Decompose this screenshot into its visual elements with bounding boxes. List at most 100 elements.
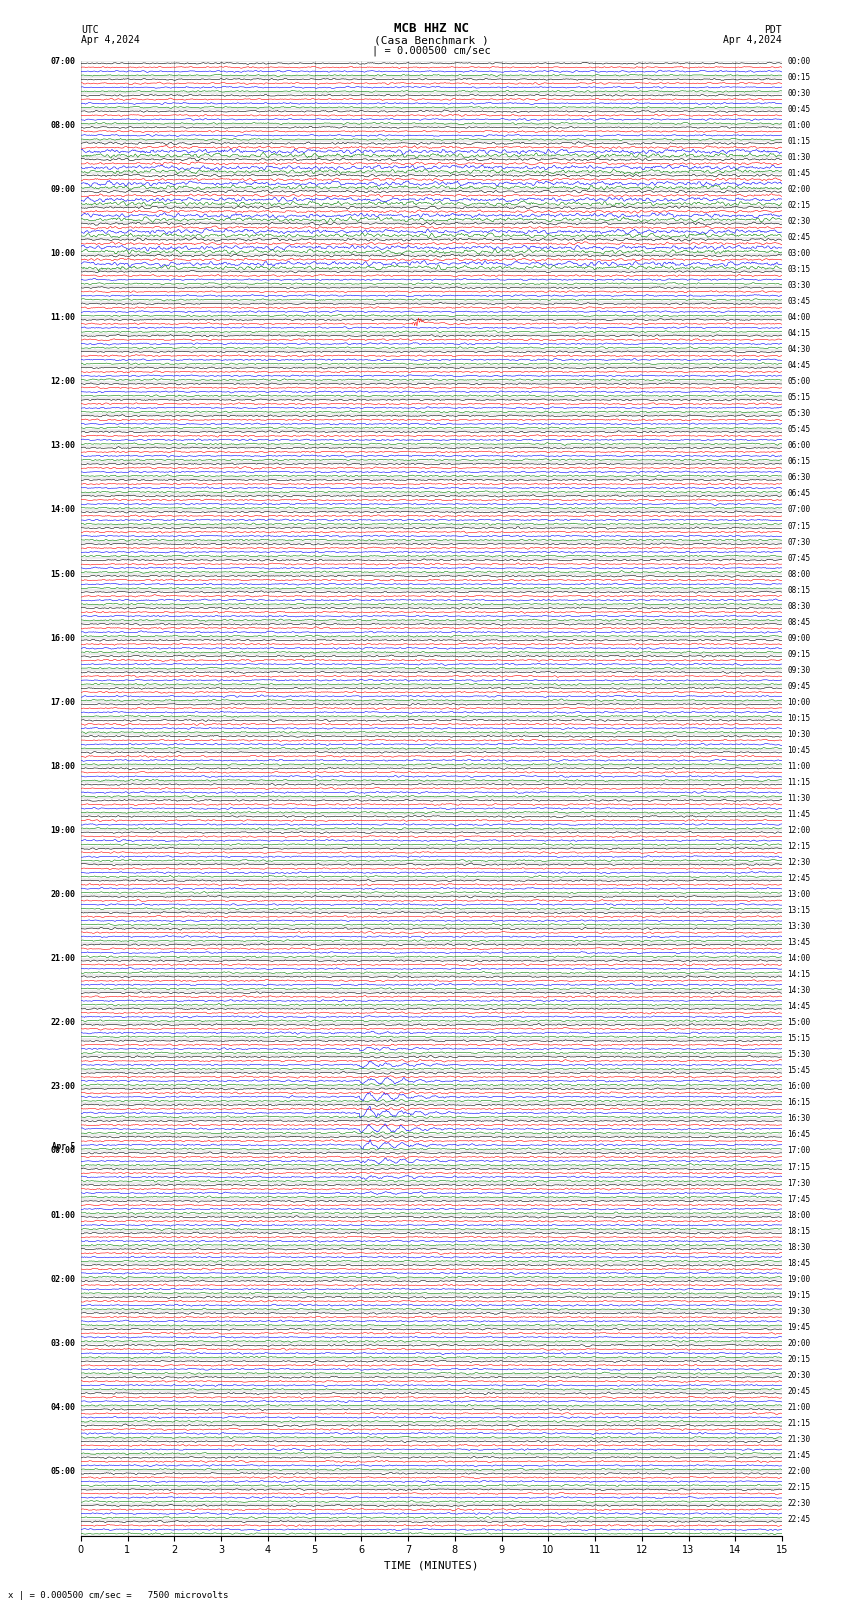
Text: x | = 0.000500 cm/sec =   7500 microvolts: x | = 0.000500 cm/sec = 7500 microvolts (8, 1590, 229, 1600)
Text: 14:45: 14:45 (788, 1002, 811, 1011)
Text: 02:00: 02:00 (788, 185, 811, 194)
Text: 06:45: 06:45 (788, 489, 811, 498)
Text: Apr 4,2024: Apr 4,2024 (81, 35, 139, 45)
Text: 01:30: 01:30 (788, 153, 811, 161)
Text: | = 0.000500 cm/sec: | = 0.000500 cm/sec (372, 45, 490, 56)
Text: 14:00: 14:00 (788, 955, 811, 963)
Text: 20:30: 20:30 (788, 1371, 811, 1379)
Text: 10:00: 10:00 (50, 248, 75, 258)
Text: 02:30: 02:30 (788, 218, 811, 226)
Text: 06:00: 06:00 (788, 442, 811, 450)
Text: 06:15: 06:15 (788, 458, 811, 466)
Text: 11:00: 11:00 (50, 313, 75, 323)
Text: 14:15: 14:15 (788, 969, 811, 979)
Text: 05:00: 05:00 (788, 377, 811, 386)
Text: 12:00: 12:00 (50, 377, 75, 386)
Text: 19:00: 19:00 (50, 826, 75, 836)
Text: 21:30: 21:30 (788, 1436, 811, 1444)
Text: 01:45: 01:45 (788, 169, 811, 177)
Text: 18:30: 18:30 (788, 1242, 811, 1252)
Text: 17:30: 17:30 (788, 1179, 811, 1187)
Text: 23:00: 23:00 (50, 1082, 75, 1092)
Text: 15:30: 15:30 (788, 1050, 811, 1060)
Text: 16:15: 16:15 (788, 1098, 811, 1108)
Text: 16:45: 16:45 (788, 1131, 811, 1139)
Text: 13:30: 13:30 (788, 923, 811, 931)
Text: 00:00: 00:00 (50, 1147, 75, 1155)
Text: 21:15: 21:15 (788, 1419, 811, 1428)
Text: 08:00: 08:00 (788, 569, 811, 579)
Text: 03:00: 03:00 (50, 1339, 75, 1348)
Text: Apr 4,2024: Apr 4,2024 (723, 35, 782, 45)
Text: Apr 5: Apr 5 (52, 1142, 75, 1152)
Text: 14:30: 14:30 (788, 986, 811, 995)
Text: 01:00: 01:00 (788, 121, 811, 131)
Text: 07:30: 07:30 (788, 537, 811, 547)
Text: 22:00: 22:00 (788, 1466, 811, 1476)
Text: 05:15: 05:15 (788, 394, 811, 402)
Text: 04:30: 04:30 (788, 345, 811, 355)
Text: 19:00: 19:00 (788, 1274, 811, 1284)
Text: 12:30: 12:30 (788, 858, 811, 868)
Text: 15:00: 15:00 (788, 1018, 811, 1027)
Text: 02:15: 02:15 (788, 202, 811, 210)
Text: 01:00: 01:00 (50, 1211, 75, 1219)
Text: 09:00: 09:00 (788, 634, 811, 642)
Text: 08:15: 08:15 (788, 586, 811, 595)
Text: 10:00: 10:00 (788, 698, 811, 706)
Text: 13:00: 13:00 (50, 442, 75, 450)
Text: 18:00: 18:00 (50, 761, 75, 771)
Text: 05:00: 05:00 (50, 1466, 75, 1476)
Text: (Casa Benchmark ): (Casa Benchmark ) (374, 35, 489, 45)
Text: 18:45: 18:45 (788, 1258, 811, 1268)
Text: 10:30: 10:30 (788, 729, 811, 739)
Text: 02:00: 02:00 (50, 1274, 75, 1284)
Text: 04:00: 04:00 (50, 1403, 75, 1411)
Text: 15:00: 15:00 (50, 569, 75, 579)
Text: 13:00: 13:00 (788, 890, 811, 898)
Text: 08:00: 08:00 (50, 121, 75, 131)
Text: 00:15: 00:15 (788, 73, 811, 82)
Text: 20:45: 20:45 (788, 1387, 811, 1395)
Text: 18:15: 18:15 (788, 1226, 811, 1236)
Text: 16:00: 16:00 (788, 1082, 811, 1092)
Text: 09:30: 09:30 (788, 666, 811, 674)
Text: MCB HHZ NC: MCB HHZ NC (394, 21, 469, 35)
Text: 12:15: 12:15 (788, 842, 811, 852)
Text: 03:00: 03:00 (788, 248, 811, 258)
Text: 12:45: 12:45 (788, 874, 811, 882)
Text: 00:00: 00:00 (788, 56, 811, 66)
Text: 21:00: 21:00 (50, 955, 75, 963)
Text: 04:45: 04:45 (788, 361, 811, 371)
Text: 16:30: 16:30 (788, 1115, 811, 1123)
Text: 15:15: 15:15 (788, 1034, 811, 1044)
Text: 11:45: 11:45 (788, 810, 811, 819)
Text: 08:45: 08:45 (788, 618, 811, 627)
Text: 09:15: 09:15 (788, 650, 811, 658)
Text: 20:00: 20:00 (788, 1339, 811, 1348)
Text: 02:45: 02:45 (788, 232, 811, 242)
Text: 12:00: 12:00 (788, 826, 811, 836)
Text: 11:15: 11:15 (788, 777, 811, 787)
Text: 22:30: 22:30 (788, 1498, 811, 1508)
Text: 21:45: 21:45 (788, 1452, 811, 1460)
Text: 17:00: 17:00 (788, 1147, 811, 1155)
Text: 11:30: 11:30 (788, 794, 811, 803)
Text: 20:00: 20:00 (50, 890, 75, 898)
Text: 01:15: 01:15 (788, 137, 811, 145)
Text: 17:00: 17:00 (50, 698, 75, 706)
Text: 19:30: 19:30 (788, 1307, 811, 1316)
Text: 18:00: 18:00 (788, 1211, 811, 1219)
Text: 03:45: 03:45 (788, 297, 811, 306)
Text: 15:45: 15:45 (788, 1066, 811, 1076)
Text: 22:45: 22:45 (788, 1515, 811, 1524)
Text: 22:15: 22:15 (788, 1482, 811, 1492)
Text: PDT: PDT (764, 24, 782, 35)
Text: 17:15: 17:15 (788, 1163, 811, 1171)
Text: 05:30: 05:30 (788, 410, 811, 418)
Text: 06:30: 06:30 (788, 474, 811, 482)
Text: 20:15: 20:15 (788, 1355, 811, 1365)
Text: 09:45: 09:45 (788, 682, 811, 690)
Text: 07:00: 07:00 (788, 505, 811, 515)
Text: 14:00: 14:00 (50, 505, 75, 515)
